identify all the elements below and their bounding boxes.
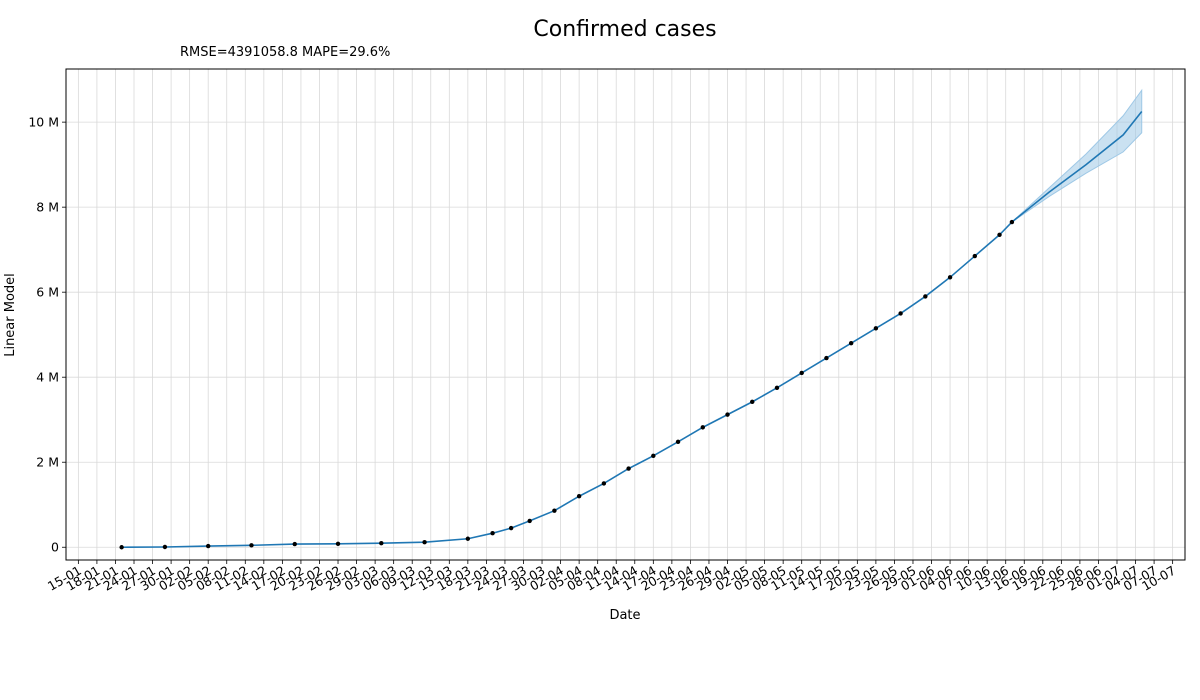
observed-point-0: [119, 545, 124, 550]
observed-point-13: [576, 494, 582, 499]
observed-point-6: [379, 541, 384, 546]
observed-point-29: [972, 253, 978, 259]
observed-point-14: [601, 481, 607, 486]
observed-point-23: [824, 355, 829, 361]
observed-point-9: [490, 531, 495, 536]
y-tick-label-2: 4 M: [36, 370, 59, 385]
observed-points: [119, 219, 1015, 550]
observed-point-22: [799, 370, 804, 376]
observed-point-27: [923, 294, 928, 299]
observed-point-30: [997, 232, 1002, 237]
observed-point-25: [873, 326, 879, 331]
y-tick-label-0: 0: [51, 540, 59, 555]
y-tick-label-3: 6 M: [36, 285, 59, 300]
observed-point-11: [527, 518, 532, 524]
observed-point-10: [508, 525, 514, 531]
model-line: [121, 111, 1143, 549]
observed-point-5: [335, 541, 341, 547]
observed-point-4: [292, 541, 297, 547]
y-axis: 0 2 M 4 M 6 M 8 M 10 M: [28, 115, 66, 555]
observed-point-2: [205, 543, 211, 549]
y-tick-label-1: 2 M: [36, 455, 59, 470]
observed-point-8: [465, 536, 471, 541]
observed-point-17: [675, 439, 681, 445]
observed-point-28: [947, 275, 953, 280]
observed-point-24: [848, 340, 854, 346]
forecast-band: [1011, 88, 1143, 223]
chart-subtitle: RMSE=4391058.8 MAPE=29.6%: [180, 45, 390, 60]
confidence-band: [1011, 88, 1143, 223]
observed-point-31: [1009, 219, 1015, 225]
observed-point-15: [626, 466, 631, 471]
observed-point-18: [700, 425, 705, 430]
x-axis-label: Date: [609, 608, 640, 623]
observed-point-12: [552, 508, 557, 513]
chart-title: Confirmed cases: [533, 17, 716, 42]
model-line-group: [121, 111, 1143, 549]
observed-point-1: [162, 544, 168, 550]
observed-point-16: [651, 453, 656, 459]
observed-point-7: [422, 540, 427, 545]
observed-point-21: [774, 385, 780, 391]
y-tick-label-4: 8 M: [36, 200, 59, 215]
x-axis: 15-0118-0121-0124-0127-0130-0102-0205-02…: [45, 560, 1178, 594]
observed-point-3: [249, 543, 254, 548]
observed-point-20: [750, 399, 755, 405]
observed-point-19: [725, 412, 730, 417]
observed-point-26: [898, 311, 903, 316]
plot-frame: [65, 68, 1186, 561]
y-tick-label-5: 10 M: [28, 115, 59, 130]
grid: [66, 69, 1185, 560]
y-axis-label: Linear Model: [3, 273, 18, 357]
